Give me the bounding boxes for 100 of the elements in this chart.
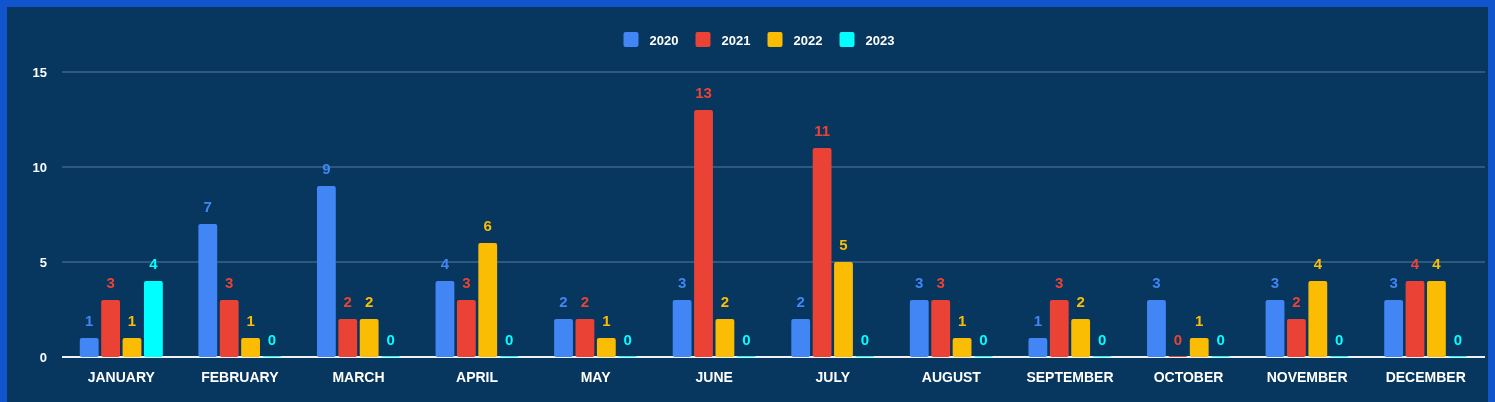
data-label: 6 [483, 217, 492, 234]
bar [478, 243, 498, 357]
x-tick-label: FEBRUARY [201, 369, 280, 385]
x-tick-label: AUGUST [921, 369, 982, 385]
data-label: 4 [440, 255, 450, 272]
bar [952, 338, 972, 357]
x-tick-label: JANUARY [87, 369, 156, 385]
data-label: 3 [1152, 274, 1161, 291]
legend-label: 2021 [721, 33, 751, 48]
bar [1265, 300, 1285, 357]
y-tick-label: 5 [39, 255, 47, 270]
data-label: 9 [322, 160, 331, 177]
bar [1384, 300, 1404, 357]
bar [1147, 300, 1166, 357]
data-label: 1 [1195, 312, 1204, 329]
bar [596, 338, 616, 357]
data-label: 3 [462, 274, 471, 291]
data-label: 2 [720, 293, 730, 310]
x-tick-label: NOVEMBER [1266, 369, 1348, 385]
data-label: 3 [225, 274, 234, 291]
bar [1405, 281, 1425, 357]
bar [554, 319, 573, 357]
y-tick-label: 15 [32, 65, 47, 80]
bar [672, 300, 692, 357]
x-tick-label: JULY [815, 369, 851, 385]
bar [359, 319, 379, 357]
bar [812, 148, 832, 357]
bar [143, 281, 163, 357]
x-tick-label: OCTOBER [1153, 369, 1224, 385]
bar [909, 300, 929, 357]
data-label: 7 [203, 198, 212, 215]
bar [219, 300, 239, 357]
x-tick-label: DECEMBER [1385, 369, 1466, 385]
bar [198, 224, 218, 357]
x-tick-label: SEPTEMBER [1026, 369, 1114, 385]
data-label: 0 [1453, 331, 1462, 348]
data-label: 1 [85, 312, 94, 329]
data-label: 0 [979, 331, 988, 348]
bar [241, 338, 260, 357]
data-label: 1 [602, 312, 611, 329]
bar [338, 319, 358, 357]
data-label: 5 [839, 236, 848, 253]
y-tick-label: 10 [32, 160, 47, 175]
data-label: 4 [1432, 255, 1442, 272]
data-label: 13 [695, 84, 712, 101]
data-label: 3 [936, 274, 945, 291]
data-label: 3 [915, 274, 924, 291]
x-tick-label: JUNE [695, 369, 733, 385]
bar [456, 300, 476, 357]
data-label: 0 [1173, 331, 1183, 348]
data-label: 0 [386, 331, 395, 348]
data-label: 11 [814, 122, 831, 139]
bar [122, 338, 142, 357]
data-label: 0 [1335, 331, 1344, 348]
data-label: 4 [1313, 255, 1323, 272]
data-label: 0 [504, 331, 514, 348]
bar [79, 338, 99, 357]
data-label: 4 [1410, 255, 1420, 272]
bar [1028, 338, 1048, 357]
data-label: 3 [1270, 274, 1280, 291]
data-label: 1 [957, 312, 967, 329]
bar [791, 319, 811, 357]
data-label: 0 [860, 331, 870, 348]
data-label: 4 [149, 255, 159, 272]
x-tick-label: MARCH [332, 369, 385, 385]
data-label: 2 [796, 293, 805, 310]
data-label: 1 [1033, 312, 1043, 329]
legend-label: 2022 [793, 33, 823, 48]
data-label: 1 [127, 312, 137, 329]
data-label: 3 [1055, 274, 1064, 291]
data-label: 1 [246, 312, 255, 329]
data-label: 2 [343, 293, 352, 310]
bar [1287, 319, 1306, 357]
bar [715, 319, 735, 357]
x-tick-label: APRIL [456, 369, 499, 385]
data-label: 2 [1076, 293, 1085, 310]
bar [834, 262, 853, 357]
bar [316, 186, 336, 357]
data-label: 2 [1292, 293, 1301, 310]
data-label: 0 [742, 331, 751, 348]
y-tick-label: 0 [39, 350, 47, 365]
data-label: 3 [677, 274, 687, 291]
data-label: 3 [106, 274, 115, 291]
bar [575, 319, 595, 357]
data-label: 0 [1097, 331, 1107, 348]
bar [1049, 300, 1069, 357]
data-label: 2 [364, 293, 374, 310]
legend-label: 2023 [865, 33, 895, 48]
x-tick-label: MAY [580, 369, 612, 385]
bar [694, 110, 713, 357]
bar [1308, 281, 1328, 357]
data-label: 0 [1216, 331, 1225, 348]
bar [101, 300, 121, 357]
data-label: 2 [559, 293, 568, 310]
data-label: 2 [580, 293, 590, 310]
legend-label: 2020 [649, 33, 679, 48]
bar [435, 281, 455, 357]
bar [1189, 338, 1209, 357]
bar [931, 300, 951, 357]
bar [1426, 281, 1446, 357]
